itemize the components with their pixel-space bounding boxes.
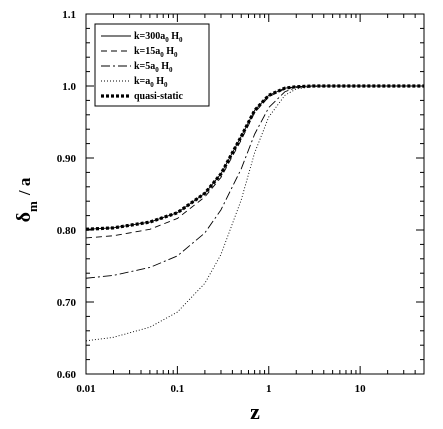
y-tick-label: 0.60 (57, 369, 77, 381)
y-axis-label-suffix: / a (15, 177, 34, 196)
x-tick-label: 0.01 (76, 383, 95, 395)
y-tick-label: 0.70 (57, 297, 77, 309)
legend-label-3: k=a0 H0 (134, 76, 168, 89)
axis-tick-labels: 0.01 0.1 1 10 0.60 0.70 0.80 0.90 1.0 1.1 (57, 9, 366, 395)
legend-box (94, 23, 210, 107)
series-line-1 (85, 85, 424, 239)
y-tick-label: 1.1 (62, 9, 76, 21)
series-lines (85, 84, 424, 342)
series-line-3 (85, 85, 424, 342)
x-tick-label: 10 (355, 383, 367, 395)
series-line-2 (85, 85, 424, 279)
y-axis-label-main: δ (13, 212, 35, 222)
y-axis-label-sub: m (25, 201, 40, 212)
y-tick-label: 1.0 (62, 81, 76, 93)
axis-ticks (85, 13, 424, 375)
legend-label-1: k=15a0 H0 (134, 46, 178, 59)
x-axis-label: z (250, 399, 260, 424)
y-tick-label: 0.80 (57, 225, 77, 237)
x-tick-label: 0.1 (171, 383, 185, 395)
legend: k=300a0 H0 k=15a0 H0 k=5a0 H0 k=a0 H0 quasi-… (94, 23, 210, 107)
legend-label-4: quasi-static (134, 91, 183, 102)
series-line-0 (85, 85, 424, 230)
legend-label-2: k=5a0 H0 (134, 61, 173, 74)
y-axis-label: δm / a (13, 177, 40, 222)
series-line-4 (85, 84, 424, 231)
svg-text:δm/ a: δm / a (13, 177, 40, 222)
legend-entries: k=300a0 H0 k=15a0 H0 k=5a0 H0 k=a0 H0 quasi-… (101, 31, 183, 102)
legend-label-0: k=300a0 H0 (134, 31, 183, 44)
y-tick-label: 0.90 (57, 153, 77, 165)
x-tick-label: 1 (266, 383, 272, 395)
